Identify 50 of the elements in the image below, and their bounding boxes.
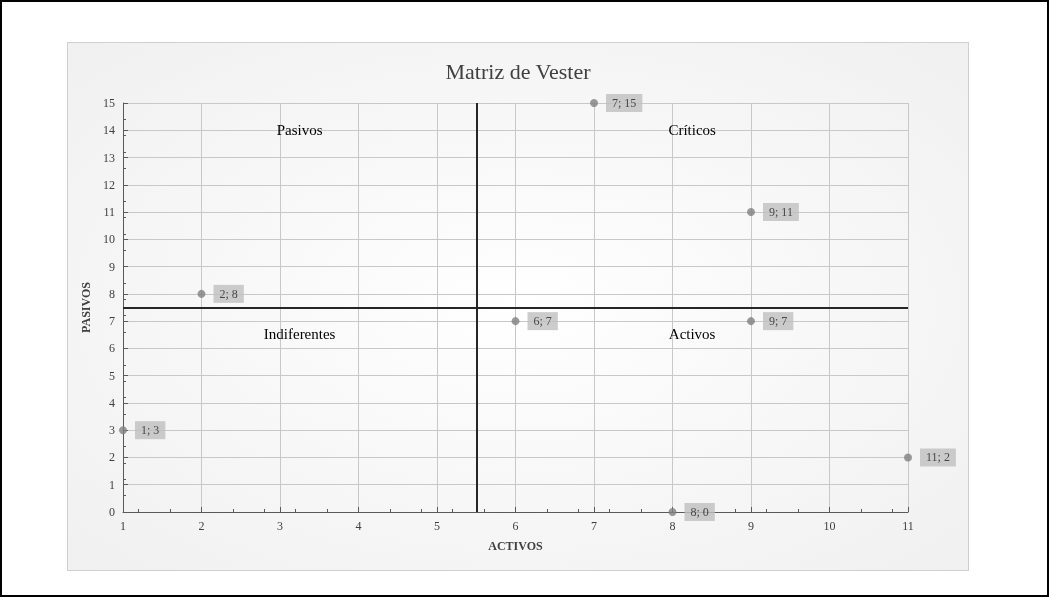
- y-tick-label: 9: [109, 259, 115, 274]
- data-label: 1; 3: [141, 423, 160, 438]
- y-tick-label: 15: [103, 96, 115, 110]
- x-tick-label: 10: [823, 519, 836, 533]
- data-label: 7; 15: [612, 96, 637, 110]
- y-tick-label: 13: [103, 150, 115, 165]
- y-tick-label: 14: [103, 123, 115, 138]
- data-label: 8; 0: [690, 505, 709, 519]
- annotation: Indiferentes: [263, 326, 336, 343]
- y-tick-label: 12: [103, 177, 115, 192]
- x-tick-label: 1: [120, 519, 126, 533]
- data-label: 9; 7: [769, 314, 788, 329]
- y-tick-label: 1: [109, 477, 115, 492]
- y-tick-label: 11: [103, 205, 115, 220]
- chart-title: Matriz de Vester: [445, 58, 592, 84]
- y-tick-label: 5: [109, 368, 115, 383]
- x-tick-label: 11: [902, 519, 914, 533]
- y-tick-label: 0: [109, 505, 115, 519]
- data-label: 11; 2: [926, 450, 950, 465]
- x-axis-title: ACTIVOS: [488, 539, 544, 553]
- data-label: 2; 8: [219, 286, 238, 301]
- y-axis-title: PASIVOS: [79, 281, 94, 333]
- data-label: 9; 11: [769, 205, 793, 220]
- annotation: Críticos: [668, 121, 717, 138]
- y-tick-label: 10: [103, 232, 115, 247]
- point: [747, 317, 755, 326]
- y-tick-label: 4: [109, 395, 115, 410]
- point: [197, 289, 206, 298]
- y-tick-label: 2: [109, 450, 115, 465]
- annotation: Pasivos: [276, 121, 323, 138]
- point: [668, 508, 677, 516]
- x-tick-label: 7: [591, 519, 597, 533]
- x-tick-label: 2: [198, 519, 205, 533]
- y-tick-label: 7: [109, 314, 115, 329]
- x-tick-label: 9: [748, 519, 754, 533]
- point: [747, 208, 755, 217]
- point: [904, 453, 912, 462]
- annotation: Activos: [668, 326, 716, 343]
- y-tick-label: 6: [109, 341, 115, 356]
- x-tick-label: 6: [512, 519, 519, 533]
- x-tick-label: 8: [669, 519, 676, 533]
- point: [119, 426, 127, 435]
- point: [590, 99, 598, 107]
- x-tick-label: 3: [277, 519, 283, 533]
- data-label: 6; 7: [533, 314, 552, 329]
- x-tick-label: 4: [355, 519, 362, 533]
- y-tick-label: 8: [109, 286, 115, 301]
- x-tick-label: 5: [434, 519, 440, 533]
- point: [511, 317, 520, 326]
- y-tick-label: 3: [109, 423, 115, 438]
